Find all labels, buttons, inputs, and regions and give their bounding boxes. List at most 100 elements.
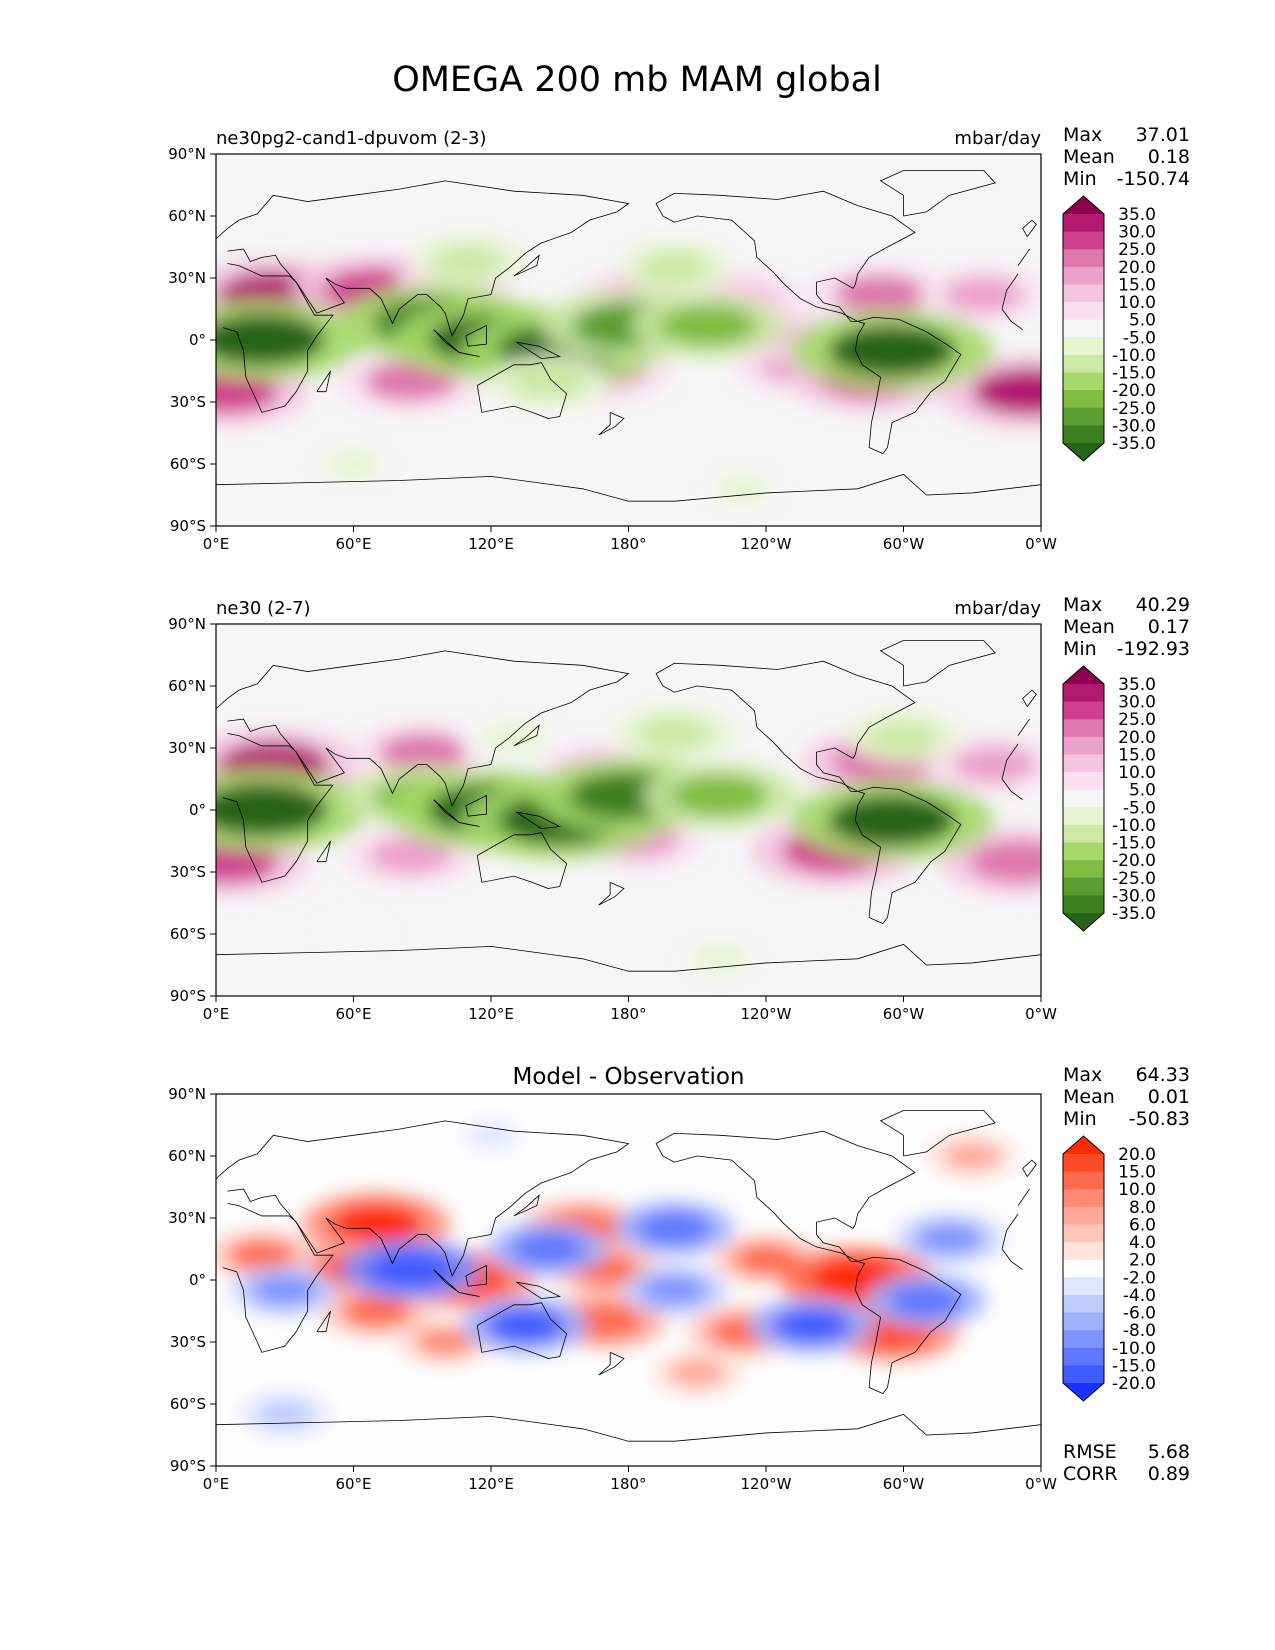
coastline	[316, 1310, 331, 1333]
coastline	[458, 352, 480, 357]
coastline	[515, 1281, 562, 1300]
field-blob	[639, 251, 710, 284]
coastline	[1022, 689, 1037, 707]
colorbar-tick-label: -30.0	[1112, 886, 1156, 906]
colorbar-tick-label: 20.0	[1118, 258, 1156, 278]
colorbar-extend-top	[1063, 1136, 1104, 1154]
colorbar-tick-label: 8.0	[1129, 1198, 1156, 1218]
colorbar-tick-label: -15.0	[1112, 1356, 1156, 1376]
field-blob	[480, 722, 547, 754]
colorbar-tick-label: -10.0	[1112, 816, 1156, 836]
field-layer	[216, 706, 1041, 982]
colorbar-outline	[1062, 195, 1105, 462]
y-tick-label: 90°S	[170, 1457, 206, 1475]
y-tick-label: 30°S	[170, 393, 206, 411]
field-blob	[641, 1274, 708, 1306]
colorbar-extend-bottom	[1063, 913, 1104, 931]
field-blob	[324, 449, 383, 479]
x-tick-label: 120°W	[741, 535, 792, 553]
colorbar-tick-label: 15.0	[1118, 1163, 1156, 1183]
field-blob	[216, 314, 326, 366]
field-blobs	[216, 1113, 1019, 1437]
coastline	[515, 811, 562, 830]
colorbar-segment	[1063, 1242, 1104, 1261]
stat-value: -150.74	[1117, 168, 1190, 190]
colorbar-tick-label: -5.0	[1123, 328, 1156, 348]
field-blob	[828, 325, 956, 376]
y-tick-label: 60°S	[170, 1395, 206, 1413]
stat-value: 5.68	[1148, 1441, 1190, 1463]
stat-value: -192.93	[1117, 638, 1190, 660]
field-blob	[485, 1307, 565, 1344]
colorbar-tick-label: 25.0	[1118, 240, 1156, 260]
field-blob	[868, 721, 939, 754]
colorbar-tick-label: -35.0	[1112, 904, 1156, 924]
colorbar-tick-label: -35.0	[1112, 434, 1156, 454]
field-blob	[341, 1294, 412, 1328]
colorbar-tick-label: -20.0	[1112, 381, 1156, 401]
coastline	[465, 794, 487, 817]
colorbar-segment	[1063, 772, 1104, 791]
coastline	[316, 370, 331, 393]
coastline	[655, 190, 916, 322]
coastline	[476, 1302, 568, 1359]
colorbar-segment	[1063, 1259, 1104, 1278]
field-blob	[216, 370, 279, 413]
colorbar-tick-label: -4.0	[1123, 1286, 1156, 1306]
colorbar-segment	[1063, 1277, 1104, 1296]
colorbar-tick-label: 5.0	[1129, 311, 1156, 331]
colorbar-segment	[1063, 701, 1104, 720]
colorbar-tick-label: 30.0	[1118, 693, 1156, 713]
colorbar-segment	[1063, 372, 1104, 391]
y-tick-label: 60°N	[168, 207, 206, 225]
coastline	[879, 170, 996, 217]
field-blob	[378, 733, 467, 772]
colorbar-segment	[1063, 425, 1104, 444]
colorbar-segment	[1063, 824, 1104, 844]
coastline	[879, 1110, 996, 1157]
field-blob	[953, 746, 1037, 783]
panel-left-title: ne30pg2-cand1-dpuvom (2-3)	[216, 128, 487, 149]
colorbar-tick-label: 10.0	[1118, 293, 1156, 313]
field-blob	[228, 1239, 295, 1271]
colorbar-segment	[1063, 284, 1104, 303]
y-tick-label: 90°S	[170, 517, 206, 535]
colorbar-tick-label: 6.0	[1129, 1215, 1156, 1235]
field-blob	[366, 1250, 455, 1289]
colorbar-tick-label: -8.0	[1123, 1321, 1156, 1341]
field-blob	[972, 368, 1041, 415]
figure-title: OMEGA 200 mb MAM global	[392, 60, 882, 100]
coastline	[854, 786, 962, 925]
y-tick-label: 0°	[189, 801, 206, 819]
field-blob	[660, 305, 758, 346]
panel-1: ne30pg2-cand1-dpuvom (2-3) mbar/day 0°E 60°…	[168, 124, 1190, 553]
colorbar-segment	[1063, 1154, 1104, 1173]
stat-value: 0.01	[1148, 1086, 1190, 1108]
colorbar-outline	[1062, 1135, 1105, 1402]
coastline	[854, 1256, 962, 1395]
stat-value: 64.33	[1136, 1064, 1190, 1086]
colorbar-segment	[1063, 1365, 1104, 1384]
y-tick-label: 90°N	[168, 615, 206, 633]
colorbar-segment	[1063, 407, 1104, 426]
stat-value: 0.17	[1148, 616, 1190, 638]
colorbar-tick-label: -15.0	[1112, 834, 1156, 854]
coastline	[655, 660, 916, 792]
colorbar-segment	[1063, 390, 1104, 409]
field-blob	[944, 276, 1024, 313]
colorbar-tick-label: 20.0	[1118, 728, 1156, 748]
colorbar-tick-label: 35.0	[1118, 205, 1156, 225]
colorbar-tick-label: 20.0	[1118, 1145, 1156, 1165]
colorbar-tick-label: -10.0	[1112, 346, 1156, 366]
coastline	[1022, 219, 1037, 237]
colorbar-segment	[1063, 1189, 1104, 1208]
coastline	[216, 1120, 1030, 1277]
colorbar-extend-bottom	[1063, 443, 1104, 461]
x-tick-label: 60°W	[883, 1005, 925, 1023]
colorbar-segment	[1063, 719, 1104, 738]
coastlines	[216, 1110, 1041, 1442]
coastline	[598, 411, 625, 436]
colorbar: 20.015.010.08.06.04.02.0-2.0-4.0-6.0-8.0…	[1062, 1135, 1156, 1402]
field-blob	[671, 775, 769, 816]
field-blob	[368, 837, 453, 874]
